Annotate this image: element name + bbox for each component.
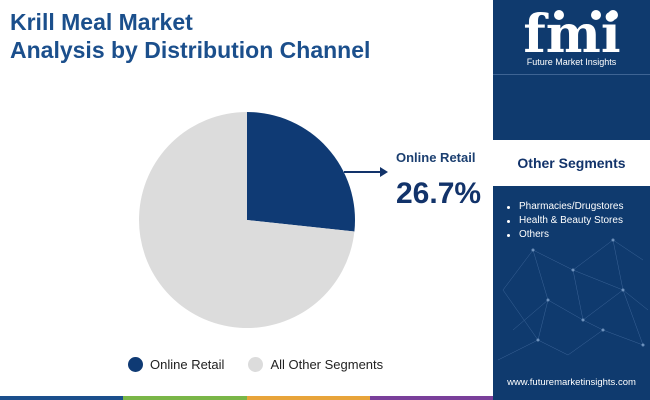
bottom-bar-segment — [123, 396, 247, 400]
bottom-bar-segment — [369, 396, 493, 400]
side-panel: fmi Future Market Insights Other Segment… — [493, 0, 650, 400]
title-line-1: Krill Meal Market — [10, 9, 193, 35]
callout-value: 26.7% — [396, 177, 482, 210]
fmi-logo-mark: fmi — [523, 4, 620, 56]
fmi-logo: fmi Future Market Insights — [493, 0, 650, 75]
legend-swatch-all-other-segments — [248, 356, 264, 372]
pie-slice-all-other-segments — [139, 112, 355, 328]
network-background-graphic — [497, 238, 649, 361]
segment-item: Health & Beauty Stores — [507, 214, 623, 228]
logo-text: Future Market Insights — [526, 57, 617, 67]
title-line-2: Analysis by Distribution Channel — [10, 37, 371, 63]
bottom-bar-segment — [246, 396, 370, 400]
bottom-color-bar — [0, 396, 493, 400]
page-title: Krill Meal Market Analysis by Distributi… — [10, 8, 480, 64]
segment-item: Others — [507, 228, 623, 242]
website-url: www.futuremarketinsights.com — [507, 377, 636, 388]
other-segments-list: Pharmacies/Drugstores Health & Beauty St… — [507, 200, 623, 242]
legend-swatch-online-retail — [128, 356, 143, 372]
legend-label-all-other-segments: All Other Segments — [270, 356, 384, 372]
fmi-logo-letters: fmi — [523, 4, 620, 56]
legend-item-online-retail: Online Retail — [128, 356, 225, 372]
segment-item: Pharmacies/Drugstores — [507, 200, 623, 214]
chart-legend: Online Retail All Other Segments — [128, 353, 383, 375]
pie-slice-online-retail — [247, 112, 356, 232]
callout-arrow — [344, 167, 388, 177]
callout-label: Online Retail — [396, 150, 476, 165]
other-segments-title: Other Segments — [493, 140, 650, 186]
legend-item-all-other-segments: All Other Segments — [248, 356, 384, 372]
legend-label-online-retail: Online Retail — [150, 356, 225, 372]
bottom-bar-segment — [0, 396, 124, 400]
pie-chart — [139, 112, 388, 328]
